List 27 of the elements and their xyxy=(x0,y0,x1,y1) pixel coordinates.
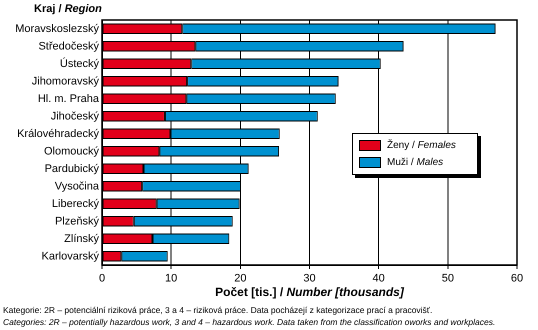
y-tick-label: Středočeský xyxy=(38,40,100,52)
x-axis-title: Počet [tis.] / Number [thousands] xyxy=(215,285,404,299)
y-tick-label: Jihočeský xyxy=(50,110,100,122)
y-tick-label: Liberecký xyxy=(52,198,100,210)
legend-label: Ženy / Females xyxy=(387,140,456,151)
x-tick-label: 0 xyxy=(98,272,106,285)
text: Kategorie: 2R – potenciální riziková práce, 3 a 4 – riziková práce. Data pocházejí z kategorizace prací a pracovišť. xyxy=(3,305,432,315)
y-tick-label: Ústecký xyxy=(60,56,100,70)
x-tick-label: 30 xyxy=(303,272,316,285)
y-tick-label: Karlovarský xyxy=(42,250,100,262)
x-tick-label: 10 xyxy=(165,272,178,285)
x-tick-label: 20 xyxy=(234,272,246,285)
y-tick-label: Plzeňský xyxy=(54,215,100,228)
y-tick-label: Olomoucký xyxy=(44,145,100,158)
y-tick-label: Královéhradecký xyxy=(17,128,100,140)
y-tick-label: Jihomoravský xyxy=(32,75,100,88)
y-tick-label: Vysočina xyxy=(54,180,100,192)
x-tick-label: 60 xyxy=(510,272,524,285)
x-tick-label: 40 xyxy=(372,272,385,285)
y-tick-label: Zlínský xyxy=(64,232,100,245)
y-axis-title: Kraj / Region xyxy=(34,3,102,15)
y-tick-label: Hl. m. Praha xyxy=(38,92,100,105)
text: Categories: 2R – potentially hazardous work, 3 and 4 – hazardous work. Data taken from the classification oworks and workplaces. xyxy=(3,317,496,327)
x-tick-label: 50 xyxy=(442,272,454,285)
y-tick-label: Pardubický xyxy=(44,162,100,175)
y-tick-label: Moravskoslezský xyxy=(15,22,100,35)
legend-label: Muži / Males xyxy=(387,157,444,168)
